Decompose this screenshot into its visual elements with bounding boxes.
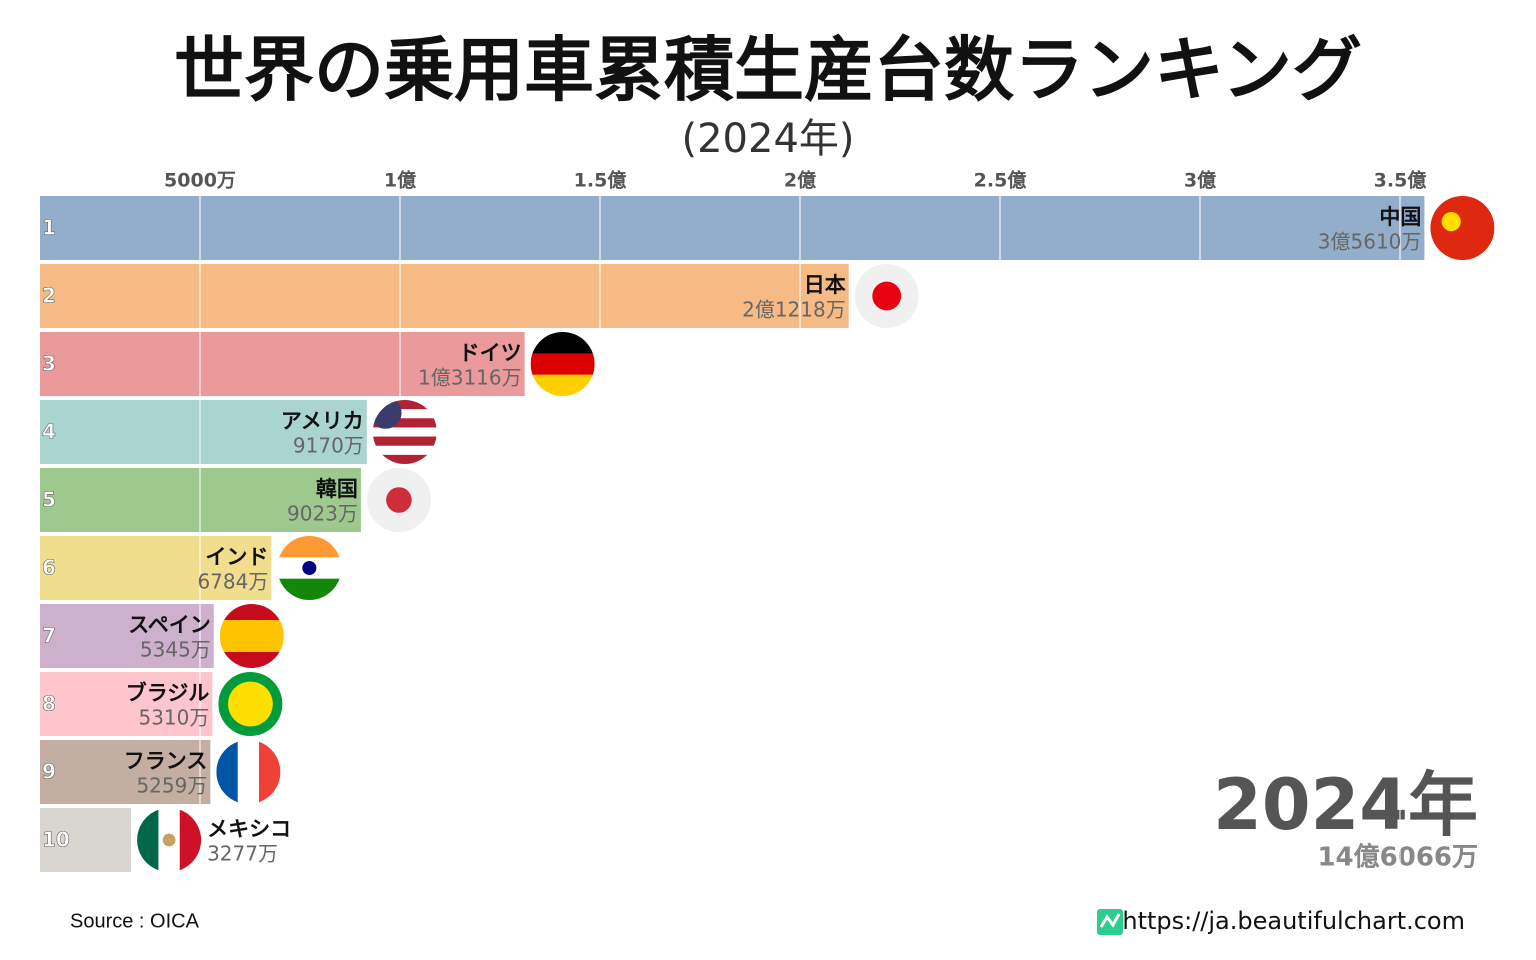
flag-stripe bbox=[372, 418, 437, 428]
source: Source : OICA bbox=[70, 910, 200, 932]
flag-stripe bbox=[137, 808, 159, 872]
total-label: 14億6066万 bbox=[1317, 843, 1478, 873]
flag-emblem bbox=[228, 681, 273, 727]
flag bbox=[854, 264, 919, 328]
flag-stripe bbox=[219, 620, 284, 637]
x-tick-label: 1.5億 bbox=[574, 169, 627, 192]
x-tick-label: 5000万 bbox=[164, 170, 236, 192]
flag bbox=[372, 400, 437, 464]
flag bbox=[219, 604, 284, 668]
x-tick-label: 2億 bbox=[784, 169, 816, 192]
flag-stripe bbox=[237, 740, 260, 804]
rank-label: 7 bbox=[42, 624, 56, 648]
value-label: 5345万 bbox=[140, 638, 211, 662]
bar bbox=[40, 672, 213, 736]
category-label: 韓国 bbox=[316, 477, 358, 501]
flag-stripe bbox=[372, 445, 437, 456]
rank-label: 2 bbox=[42, 284, 56, 308]
flag-stripe bbox=[219, 636, 284, 653]
flag bbox=[137, 808, 202, 872]
bar bbox=[40, 196, 1425, 260]
rank-label: 9 bbox=[42, 760, 56, 784]
category-label: インド bbox=[205, 545, 268, 569]
bar bbox=[40, 808, 132, 872]
bar bbox=[40, 400, 367, 464]
category-label: 日本 bbox=[804, 273, 846, 297]
flag bbox=[216, 740, 281, 804]
flag-emblem bbox=[372, 400, 402, 429]
flag-stripe bbox=[219, 652, 284, 668]
flag bbox=[366, 468, 431, 532]
flag-stripe bbox=[372, 427, 437, 438]
flag-stripe bbox=[530, 332, 595, 354]
flag-stripe bbox=[259, 740, 281, 804]
value-label: 5310万 bbox=[138, 706, 209, 730]
value-label: 6784万 bbox=[197, 570, 268, 594]
category-label: ブラジル bbox=[126, 681, 210, 705]
category-label: メキシコ bbox=[207, 817, 291, 841]
chart-title: 世界の乗用車累積生産台数ランキング bbox=[174, 29, 1362, 111]
rank-label: 3 bbox=[42, 352, 56, 376]
category-label: ドイツ bbox=[459, 341, 522, 365]
bar bbox=[40, 604, 214, 668]
value-label: 9023万 bbox=[287, 502, 358, 526]
flag-stripe bbox=[1430, 196, 1495, 260]
flag-stripe bbox=[277, 536, 342, 558]
category-label: スペイン bbox=[128, 613, 211, 637]
flag bbox=[218, 672, 283, 736]
category-label: フランス bbox=[124, 749, 208, 773]
flag-emblem bbox=[1441, 212, 1461, 232]
flag bbox=[277, 536, 342, 600]
rank-label: 4 bbox=[42, 420, 56, 444]
flag bbox=[530, 332, 595, 396]
flag-emblem bbox=[386, 487, 412, 513]
flag bbox=[1430, 196, 1495, 260]
x-tick-label: 3.5億 bbox=[1374, 169, 1427, 192]
value-label: 5259万 bbox=[136, 774, 207, 798]
flag-stripe bbox=[372, 400, 437, 410]
x-tick-label: 1億 bbox=[384, 169, 416, 192]
year-label: 2024年 bbox=[1213, 764, 1478, 846]
bar bbox=[40, 332, 525, 396]
flag-stripe bbox=[530, 353, 595, 376]
bar bbox=[40, 536, 272, 600]
flag-stripe bbox=[277, 578, 342, 600]
value-label: 1億3116万 bbox=[418, 366, 522, 390]
flag-stripe bbox=[179, 808, 202, 872]
flag-emblem bbox=[872, 281, 902, 311]
flag-emblem bbox=[162, 833, 176, 847]
rank-label: 8 bbox=[42, 692, 56, 716]
bar bbox=[40, 264, 849, 328]
logo-icon bbox=[1097, 909, 1123, 935]
flag-stripe bbox=[372, 409, 437, 419]
bars bbox=[40, 196, 1425, 872]
grid bbox=[199, 196, 1401, 876]
chart-subtitle: (2024年) bbox=[681, 116, 854, 162]
flag-stripe bbox=[372, 454, 437, 464]
rank-label: 10 bbox=[42, 828, 70, 852]
flag-stripe bbox=[372, 436, 437, 447]
flag-stripe bbox=[530, 374, 595, 396]
rank-label: 5 bbox=[42, 488, 56, 512]
flag-emblem bbox=[302, 560, 317, 576]
url[interactable]: https://ja.beautifulchart.com bbox=[1122, 907, 1465, 935]
category-label: 中国 bbox=[1379, 205, 1421, 229]
value-label: 3277万 bbox=[207, 842, 278, 866]
value-label: 2億1218万 bbox=[742, 298, 846, 322]
rank-label: 6 bbox=[42, 556, 56, 580]
flag-stripe bbox=[219, 604, 284, 621]
value-label: 3億5610万 bbox=[1318, 230, 1422, 254]
value-label: 9170万 bbox=[293, 434, 364, 458]
flag-stripe bbox=[216, 740, 239, 804]
x-tick-label: 3億 bbox=[1184, 169, 1216, 192]
rank-label: 1 bbox=[42, 216, 56, 240]
bar bbox=[40, 740, 211, 804]
category-label: アメリカ bbox=[281, 409, 364, 433]
x-tick-label: 2.5億 bbox=[974, 169, 1027, 192]
